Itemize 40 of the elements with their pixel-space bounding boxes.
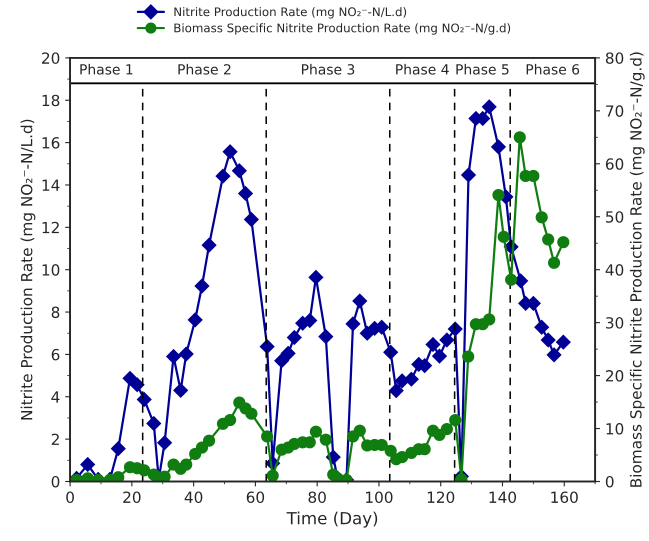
x-tick-label: 40 — [184, 491, 202, 504]
x-tick-label: 160 — [551, 491, 578, 504]
y2-tick-label: 0 — [606, 476, 614, 488]
x-tick-label: 0 — [66, 491, 74, 504]
y-tick-label: 14 — [42, 180, 60, 191]
y-tick-label: 8 — [52, 306, 60, 318]
y-tick-label: 18 — [42, 94, 60, 106]
legend-label: Nitrite Production Rate (mg NO₂⁻-N/L.d) — [174, 7, 406, 19]
y2-tick-label: 60 — [606, 158, 624, 170]
y2-tick-label: 50 — [606, 211, 624, 223]
y2-axis-title: Biomass Specific Nitrite Production Rate (mg NO₂⁻-N/g.d) — [630, 52, 645, 487]
annotation: Phase 2 — [178, 64, 230, 75]
x-tick-label: 140 — [490, 491, 516, 504]
x-tick-label: 20 — [123, 491, 141, 504]
y-tick-label: 4 — [51, 391, 60, 403]
y2-tick-label: 30 — [606, 317, 624, 329]
y2-tick-label: 40 — [606, 264, 624, 276]
y-tick-label: 6 — [52, 348, 60, 360]
y2-tick-label: 10 — [606, 423, 624, 435]
legend-label: Biomass Specific Nitrite Production Rate (mg NO₂⁻-N/g.d) — [174, 23, 510, 35]
annotation: Phase 4 — [396, 64, 449, 75]
y-axis-title: Nitrite Production Rate (mg NO₂⁻-N/L.d) — [20, 120, 36, 420]
y-tick-label: 12 — [42, 222, 59, 234]
annotation: Phase 3 — [302, 64, 354, 75]
x-tick-label: 120 — [428, 491, 454, 504]
y-tick-label: 0 — [52, 476, 60, 488]
annotation: Phase 6 — [526, 64, 580, 75]
y-tick-label: 10 — [42, 264, 60, 276]
annotation: Phase 1 — [80, 64, 132, 75]
y-tick-label: 20 — [42, 52, 60, 64]
y2-tick-label: 20 — [606, 370, 624, 382]
annotation: Phase 5 — [456, 64, 509, 75]
y-tick-label: 16 — [42, 137, 60, 149]
y2-tick-label: 70 — [606, 105, 624, 117]
y-tick-label: 2 — [52, 434, 59, 445]
x-axis-title: Time (Day) — [286, 512, 378, 528]
x-tick-label: 60 — [246, 491, 264, 504]
x-tick-label: 80 — [308, 491, 326, 504]
y2-tick-label: 80 — [606, 52, 624, 64]
x-tick-label: 100 — [366, 491, 393, 504]
